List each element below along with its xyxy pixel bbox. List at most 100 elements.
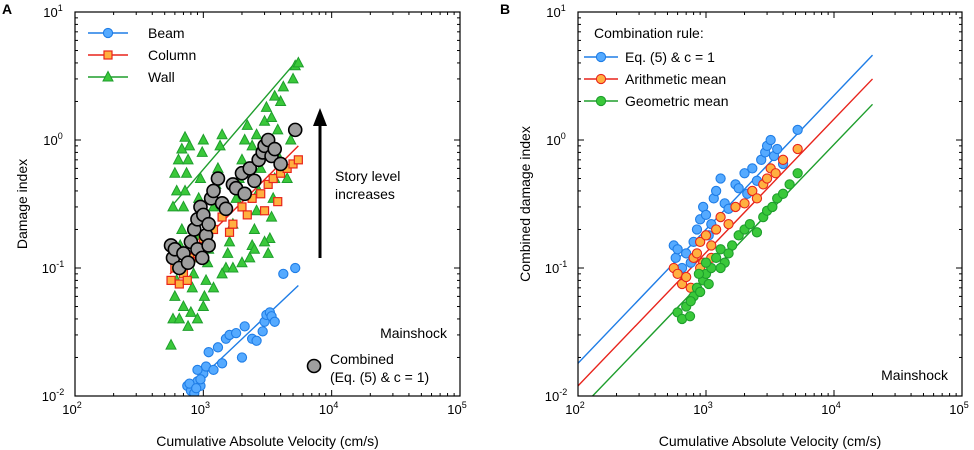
- legend-label-column: Column: [148, 47, 196, 63]
- data-point-arith: [751, 193, 763, 204]
- data-point-wall: [262, 246, 274, 258]
- data-point-eq5: [733, 183, 744, 194]
- data-point-wall: [250, 204, 263, 216]
- panel-a-chart: 102 103 104 105 10-2 10-1 100 101 Cumulative Abs…: [14, 3, 467, 449]
- data-point-wall: [165, 338, 177, 350]
- x-tick-label: 104: [319, 400, 338, 417]
- data-point-wall: [292, 56, 305, 68]
- legend-marker-wall: [102, 70, 114, 82]
- data-point-eq5: [691, 224, 703, 235]
- data-point-wall: [268, 89, 281, 101]
- data-point-eq5: [700, 209, 712, 221]
- legend-label-geom: Geometric mean: [625, 93, 728, 109]
- y-axis-label: Combined damage index: [517, 126, 533, 282]
- data-point-wall: [248, 242, 261, 254]
- data-point-wall: [284, 133, 297, 145]
- data-point-wall: [172, 153, 185, 165]
- data-point-combined-eq-5-c-1: [218, 201, 234, 217]
- data-point-wall: [287, 72, 299, 84]
- y-tick-label: 100: [546, 131, 565, 148]
- data-point-geom: [792, 168, 803, 179]
- data-point-wall: [169, 289, 181, 301]
- plot-frame: [74, 11, 461, 397]
- y-tick-label: 101: [546, 3, 565, 20]
- data-point-eq5: [670, 252, 681, 264]
- x-tick-label: 103: [693, 400, 712, 417]
- y-tick-label: 100: [43, 131, 62, 148]
- data-point-arith: [715, 211, 726, 223]
- data-point-combined-eq-5-c-1: [210, 171, 226, 186]
- data-point-column: [228, 219, 238, 229]
- story-annotation-line2: increases: [335, 186, 395, 202]
- y-tick-label: 10-1: [545, 259, 567, 276]
- data-point-column: [293, 155, 303, 165]
- data-point-wall: [254, 161, 267, 173]
- data-point-column: [263, 179, 273, 189]
- data-point-column: [237, 202, 247, 212]
- legend-label-beam: Beam: [148, 25, 185, 41]
- x-tick-label: 103: [191, 400, 210, 417]
- data-point-wall: [167, 200, 179, 212]
- data-point-wall: [187, 267, 200, 279]
- data-point-beam: [192, 364, 203, 376]
- data-point-wall: [191, 312, 204, 324]
- data-point-geom: [693, 268, 705, 280]
- data-point-wall: [243, 251, 256, 263]
- data-point-wall: [186, 281, 199, 293]
- data-layer: [578, 54, 874, 396]
- x-tick-label: 105: [949, 400, 968, 417]
- data-point-wall: [207, 281, 220, 293]
- y-tick-label: 10-1: [42, 259, 64, 276]
- data-point-wall: [200, 273, 212, 285]
- data-point-beam: [257, 326, 268, 337]
- legend-marker-column: [103, 50, 113, 60]
- x-tick-label: 105: [447, 400, 466, 417]
- data-point-wall: [241, 118, 254, 130]
- data-point-wall: [185, 305, 197, 317]
- data-point-arith: [706, 240, 717, 251]
- data-point-wall: [260, 100, 273, 112]
- plot-frame: [577, 11, 963, 397]
- legend: Beam Column Wall: [88, 25, 196, 85]
- data-point-geom: [684, 311, 696, 322]
- data-point-wall: [250, 128, 263, 140]
- data-point-wall: [170, 184, 183, 196]
- data-point-wall: [179, 184, 191, 196]
- fit-line-wall: [170, 58, 299, 208]
- data-point-geom: [767, 201, 778, 213]
- legend-label-arith: Arithmetic mean: [625, 71, 726, 87]
- legend-marker-beam: [102, 27, 114, 39]
- data-point-eq5: [715, 173, 726, 184]
- legend-label-eq5: Eq. (5) & c = 1: [625, 49, 715, 65]
- data-point-arith: [672, 268, 683, 280]
- data-point-column: [273, 197, 283, 207]
- data-point-wall: [197, 299, 210, 312]
- x-axis-label: Cumulative Absolute Velocity (cm/s): [659, 433, 882, 449]
- data-point-arith: [777, 154, 789, 165]
- data-point-wall: [182, 319, 194, 331]
- data-point-geom: [744, 219, 755, 230]
- data-point-arith: [710, 224, 722, 235]
- data-point-wall: [227, 261, 239, 273]
- data-point-arith: [770, 168, 781, 179]
- data-point-combined-eq-5-c-1: [180, 255, 196, 271]
- data-point-arith: [681, 271, 692, 283]
- data-point-wall: [248, 222, 261, 234]
- data-point-combined-eq-5-c-1: [206, 183, 221, 199]
- data-point-geom: [715, 262, 726, 274]
- data-point-geom: [694, 286, 706, 298]
- data-point-wall: [196, 145, 209, 157]
- data-point-wall: [258, 235, 271, 247]
- data-point-wall: [179, 130, 191, 142]
- data-point-wall: [246, 139, 258, 151]
- data-point-beam: [208, 364, 219, 376]
- data-point-wall: [176, 142, 188, 154]
- data-point-wall: [169, 166, 181, 178]
- data-point-wall: [265, 210, 278, 222]
- data-point-combined-eq-5-c-1: [237, 186, 252, 202]
- data-point-wall: [198, 289, 211, 301]
- combined-legend-marker: [306, 358, 322, 374]
- data-point-beam: [212, 342, 224, 353]
- data-point-eq5: [710, 185, 722, 197]
- legend: Combination rule: Eq. (5) & c = 1 Arithmet…: [584, 25, 728, 109]
